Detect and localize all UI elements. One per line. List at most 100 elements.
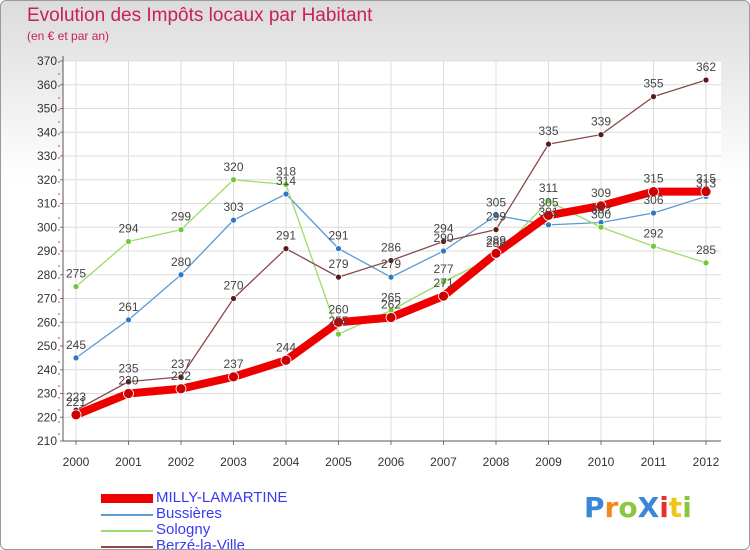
x-tick-label: 2007 — [430, 455, 457, 469]
data-point — [335, 245, 342, 253]
data-label: 362 — [696, 60, 716, 74]
data-label: 311 — [539, 181, 558, 195]
legend-label: Berzé-la-Ville — [156, 537, 245, 550]
data-point — [490, 247, 502, 259]
data-label: 237 — [223, 357, 243, 371]
data-point — [282, 190, 290, 198]
data-label: 299 — [486, 210, 506, 224]
data-label: 306 — [643, 193, 663, 207]
data-label: 288 — [486, 236, 506, 250]
data-point — [387, 257, 395, 264]
data-label: 265 — [381, 290, 401, 304]
y-tick-label: 280 — [37, 268, 57, 282]
y-tick-label: 210 — [37, 434, 57, 448]
x-tick-label: 2000 — [63, 455, 90, 469]
legend-swatch — [101, 530, 153, 532]
data-label: 309 — [591, 186, 611, 200]
data-label: 291 — [276, 229, 296, 243]
y-tick-label: 240 — [37, 363, 57, 377]
data-point — [72, 354, 80, 362]
data-label: 303 — [223, 200, 243, 214]
data-point — [543, 209, 554, 221]
data-label: 320 — [223, 160, 243, 174]
data-point — [333, 316, 344, 328]
data-point — [492, 226, 500, 234]
data-point — [335, 273, 342, 281]
data-label: 339 — [591, 115, 611, 129]
data-label: 244 — [276, 340, 296, 354]
data-label: 223 — [66, 390, 86, 404]
chart-subtitle: (en € et par an) — [27, 29, 110, 43]
x-tick-label: 2009 — [535, 455, 562, 469]
legend-label: Bussières — [156, 505, 222, 522]
data-label: 275 — [66, 267, 86, 281]
data-label: 285 — [696, 243, 716, 257]
data-label: 232 — [171, 369, 191, 383]
data-label: 299 — [171, 210, 191, 224]
legend-swatch — [101, 494, 153, 503]
data-point — [595, 200, 607, 212]
data-point — [438, 290, 449, 302]
data-point — [650, 93, 657, 101]
y-tick-label: 360 — [37, 78, 57, 92]
data-point — [175, 383, 187, 395]
data-label: 300 — [591, 207, 611, 221]
data-label: 262 — [381, 298, 401, 312]
data-point — [702, 259, 710, 267]
data-label: 302 — [591, 203, 611, 217]
data-point — [177, 373, 185, 381]
x-tick-label: 2011 — [641, 455, 667, 469]
data-point — [492, 211, 500, 219]
data-label: 279 — [328, 257, 348, 271]
data-point — [125, 238, 132, 245]
data-point — [230, 216, 237, 224]
data-point — [282, 181, 290, 188]
y-tick-label: 220 — [37, 410, 57, 424]
data-label: 313 — [696, 176, 716, 190]
proxiti-logo: ProXiti — [584, 491, 692, 524]
data-label: 318 — [276, 165, 296, 179]
y-tick-label: 230 — [37, 387, 57, 401]
data-point — [230, 295, 237, 302]
y-tick-label: 370 — [37, 54, 57, 68]
data-point — [440, 278, 447, 286]
x-tick-label: 2012 — [693, 455, 720, 469]
data-label: 292 — [643, 226, 663, 240]
data-point — [177, 226, 185, 234]
data-label: 305 — [538, 195, 558, 209]
data-point — [440, 238, 447, 245]
legend-swatch — [101, 514, 153, 516]
data-point — [597, 131, 605, 139]
data-point — [385, 312, 397, 323]
data-label: 355 — [643, 77, 663, 91]
data-point — [648, 186, 659, 198]
data-point — [282, 245, 290, 253]
data-label: 294 — [433, 222, 453, 236]
data-label: 261 — [118, 300, 138, 314]
data-label: 271 — [433, 276, 453, 290]
data-label: 290 — [433, 231, 453, 245]
y-tick-label: 270 — [37, 292, 57, 306]
data-label: 235 — [118, 362, 138, 376]
x-tick-label: 2006 — [378, 455, 405, 469]
data-point — [70, 409, 82, 421]
data-label: 289 — [486, 233, 506, 247]
data-label: 294 — [118, 222, 138, 236]
data-label: 260 — [328, 302, 348, 316]
data-point — [230, 176, 237, 184]
data-label: 286 — [381, 241, 401, 255]
data-point — [650, 242, 657, 250]
data-point — [545, 197, 552, 205]
data-point — [177, 271, 185, 279]
data-label: 255 — [328, 314, 348, 328]
y-tick-label: 290 — [37, 244, 57, 258]
data-label: 305 — [486, 195, 506, 209]
x-tick-label: 2002 — [168, 455, 195, 469]
data-label: 270 — [223, 279, 243, 293]
data-point — [125, 316, 132, 324]
data-label: 315 — [696, 172, 716, 186]
data-point — [650, 209, 657, 217]
data-label: 335 — [538, 124, 558, 138]
data-point — [387, 273, 395, 281]
data-point — [702, 76, 710, 84]
